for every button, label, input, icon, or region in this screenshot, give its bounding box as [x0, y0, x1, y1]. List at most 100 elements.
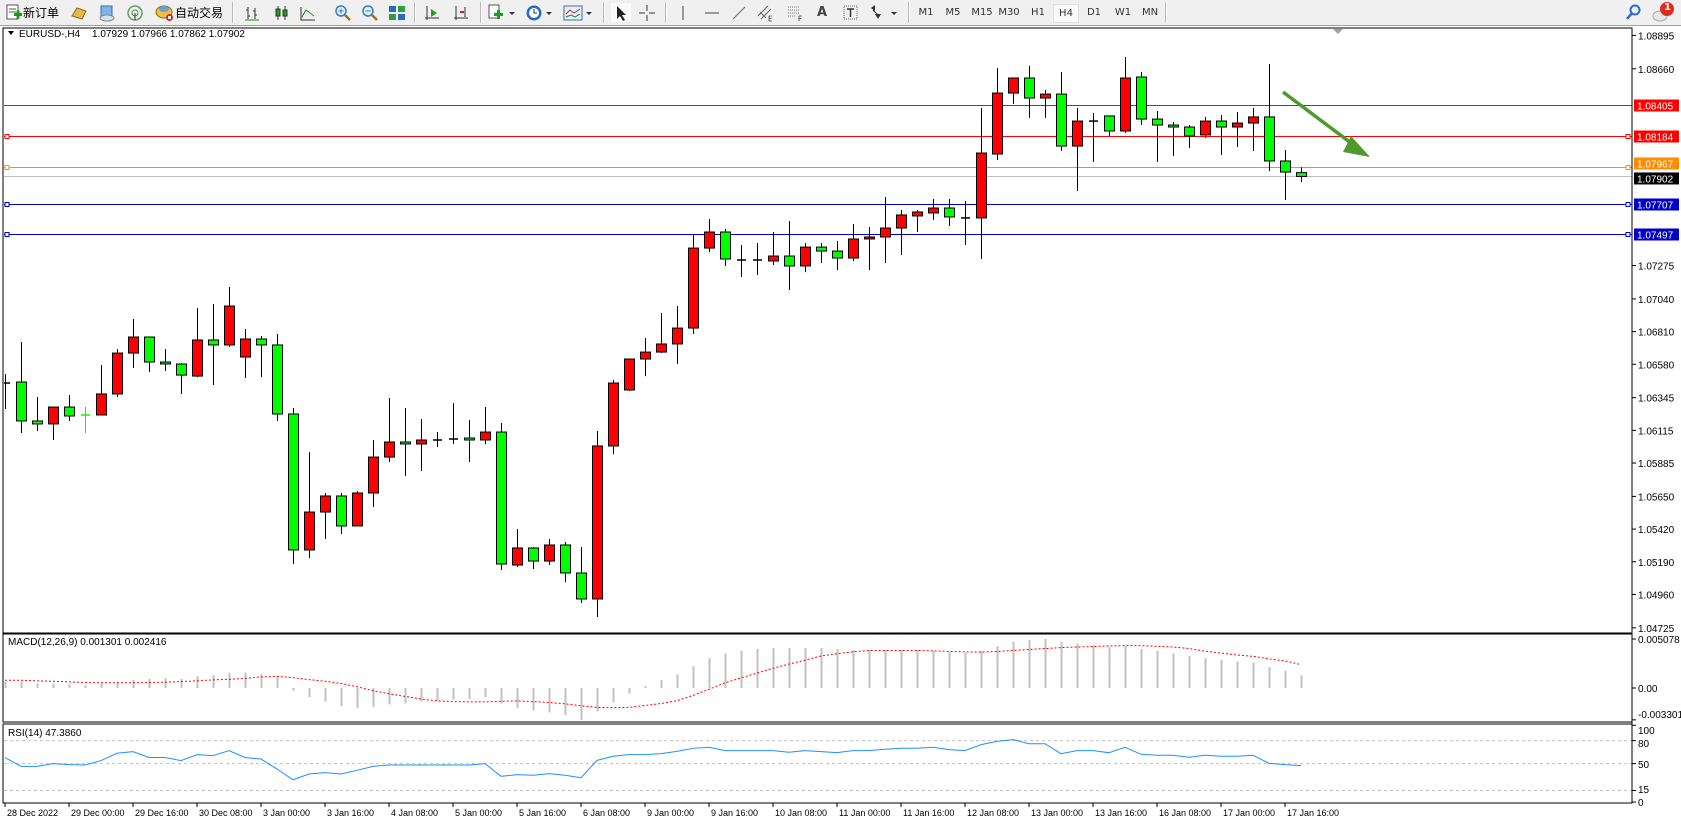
equidistant-channel-tool[interactable] — [755, 3, 775, 22]
candle — [112, 349, 123, 397]
timeframe-mn[interactable]: MN — [1141, 7, 1159, 18]
price-axis: 1.08895 1.08660 1.07275 1.07040 1.06810 1.065… — [1631, 28, 1681, 809]
rsi-axis-label: 80 — [1638, 739, 1650, 750]
zoom-in-icon — [335, 4, 351, 21]
candle — [1008, 77, 1019, 105]
timeframe-m5[interactable]: M5 — [945, 7, 961, 18]
candle — [480, 407, 491, 444]
line-handle-right[interactable] — [1625, 165, 1631, 170]
collapse-triangle-icon[interactable] — [8, 31, 14, 35]
line-handle-left[interactable] — [4, 232, 10, 237]
candle-body — [112, 352, 123, 395]
horizontal-lines[interactable] — [4, 105, 1632, 237]
horizontal-line[interactable] — [4, 134, 1632, 139]
chart-window[interactable]: 1.08895 1.08660 1.07275 1.07040 1.06810 1.065… — [0, 26, 1681, 826]
candle-body — [480, 431, 491, 441]
horizontal-line[interactable] — [4, 232, 1632, 237]
candle — [192, 308, 203, 378]
timeframe-w1[interactable]: W1 — [1114, 7, 1132, 18]
candlestick-chart-button[interactable] — [272, 3, 292, 22]
candle — [896, 209, 907, 256]
symbol-label: EURUSD-,H4 — [19, 29, 81, 40]
candle — [81, 407, 90, 434]
market-watch-button[interactable] — [69, 3, 89, 22]
new-order-label: 新订单 — [22, 6, 59, 20]
horizontal-line-tool[interactable] — [702, 3, 722, 22]
line-handle-left[interactable] — [4, 134, 10, 139]
notifications-button[interactable]: 1 — [1650, 0, 1678, 25]
candle — [1168, 122, 1179, 157]
data-window-icon — [99, 5, 115, 21]
candle-body — [144, 336, 155, 363]
candle-body — [304, 511, 315, 551]
price-line-label-bg — [1634, 157, 1679, 170]
candle-body — [416, 439, 427, 445]
text-label-tool[interactable] — [841, 3, 861, 22]
crosshair-tool[interactable] — [637, 3, 657, 22]
bar-chart-button[interactable] — [242, 3, 262, 22]
periods-button[interactable] — [524, 3, 556, 22]
time-label: 29 Dec 16:00 — [135, 808, 189, 818]
time-axis: 28 Dec 2022 29 Dec 00:00 29 Dec 16:00 30 De… — [4, 803, 1339, 818]
candle — [1200, 116, 1211, 138]
annotation-arrow[interactable] — [1281, 90, 1370, 157]
tile-windows-button[interactable] — [387, 3, 407, 22]
candle — [352, 491, 363, 527]
candle — [512, 529, 523, 568]
timeframe-h4[interactable]: H4 — [1053, 4, 1079, 23]
macd-axis-label: 0.00 — [1638, 684, 1658, 695]
line-handle-left[interactable] — [4, 165, 10, 170]
notification-count: 1 — [1664, 2, 1671, 13]
candle-body — [224, 305, 235, 346]
text-tool[interactable]: A — [812, 3, 832, 22]
timeframe-h1[interactable]: H1 — [1031, 7, 1045, 18]
line-chart-button[interactable] — [298, 3, 318, 22]
candle-body — [32, 420, 43, 425]
cursor-tool[interactable] — [611, 3, 631, 22]
arrows-tool[interactable] — [866, 3, 900, 22]
candle-body — [464, 437, 475, 441]
chart-shift-marker[interactable] — [1333, 29, 1343, 34]
candle-body — [272, 344, 283, 415]
indicators-button[interactable] — [562, 3, 594, 22]
chart-canvas[interactable]: 1.08895 1.08660 1.07275 1.07040 1.06810 1.065… — [0, 26, 1681, 826]
price-line-label: 1.07967 — [1637, 159, 1674, 170]
data-window-button[interactable] — [97, 3, 117, 22]
price-tick-label: 1.06115 — [1638, 426, 1674, 437]
line-handle-right[interactable] — [1625, 232, 1631, 237]
candle — [961, 201, 970, 245]
candle-body — [976, 152, 987, 219]
timeframe-m30[interactable]: M30 — [998, 7, 1020, 18]
timeframe-m1[interactable]: M1 — [918, 7, 934, 18]
horizontal-line[interactable] — [4, 202, 1632, 207]
new-chart-button[interactable] — [486, 3, 518, 22]
line-handle-right[interactable] — [1625, 202, 1631, 207]
timeframe-m15[interactable]: M15 — [971, 7, 993, 18]
candle — [1024, 65, 1035, 118]
zoom-out-button[interactable] — [360, 3, 380, 22]
price-tick-label: 1.05650 — [1638, 492, 1675, 503]
timeframe-d1[interactable]: D1 — [1086, 7, 1102, 18]
autoscroll-button[interactable] — [451, 3, 471, 22]
new-order-button[interactable]: 新订单 — [2, 3, 62, 22]
macd-axis-label: 0.005078 — [1638, 635, 1680, 646]
zoom-in-button[interactable] — [333, 3, 353, 22]
vertical-line-tool[interactable] — [673, 3, 693, 22]
chart-shift-button[interactable] — [422, 3, 442, 22]
candle — [1056, 72, 1067, 152]
navigator-button[interactable] — [125, 3, 145, 22]
line-handle-right[interactable] — [1625, 134, 1631, 139]
line-handle-left[interactable] — [4, 202, 10, 207]
price-tick-label: 1.06345 — [1638, 394, 1675, 405]
search-button[interactable] — [1623, 3, 1643, 22]
price-tick-label: 1.05190 — [1638, 558, 1675, 569]
horizontal-line[interactable] — [4, 165, 1632, 170]
autotrading-label: 自动交易 — [174, 6, 223, 20]
time-label: 12 Jan 08:00 — [967, 808, 1019, 818]
trendline-tool[interactable] — [729, 3, 749, 22]
candle — [16, 341, 27, 434]
candle — [816, 242, 827, 263]
autotrading-button[interactable]: 自动交易 — [152, 3, 226, 22]
time-label: 29 Dec 00:00 — [71, 808, 125, 818]
fibonacci-tool[interactable] — [785, 3, 805, 22]
